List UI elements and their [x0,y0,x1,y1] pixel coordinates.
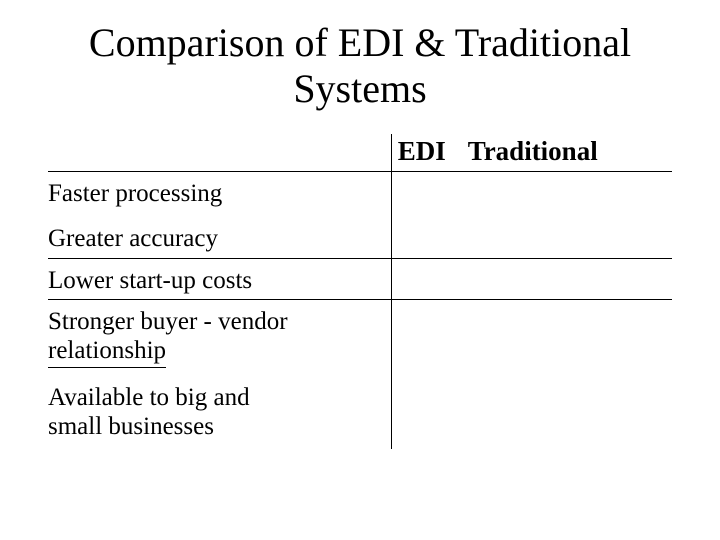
row-label: Greater accuracy [48,217,391,258]
table-row: Faster processing [48,172,672,217]
row-label: Faster processing [48,172,391,217]
row-label: Lower start-up costs [48,258,391,300]
table-row: Available to big and small businesses [48,376,672,450]
table-row: Stronger buyer - vendor relationship [48,300,672,376]
column-header-edi: EDI [398,136,468,167]
row-label: Available to big and small businesses [48,376,391,450]
comparison-table: EDI Traditional Faster processing Greate… [48,134,672,449]
table-header-row: EDI Traditional [48,134,672,172]
page-title: Comparison of EDI & Traditional Systems [48,20,672,112]
table-row: Greater accuracy [48,217,672,258]
table-row: Lower start-up costs [48,258,672,300]
column-header-traditional: Traditional [468,136,598,167]
row-label: Stronger buyer - vendor relationship [48,300,391,376]
